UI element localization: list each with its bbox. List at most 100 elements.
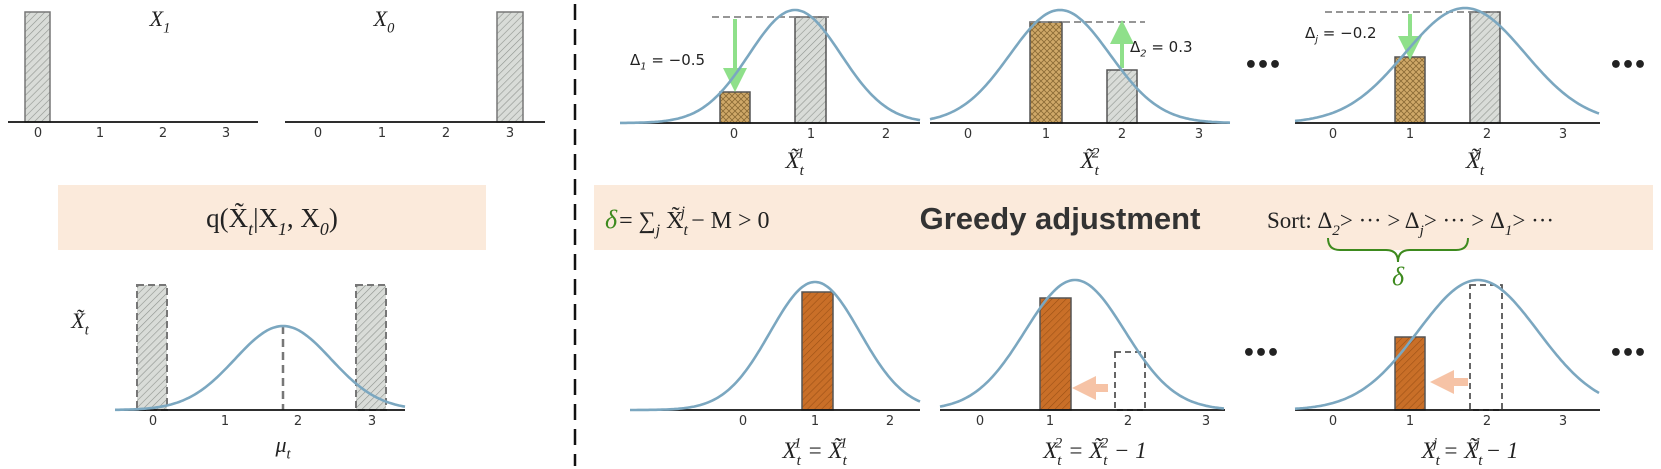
- tick-label: 1: [811, 414, 819, 429]
- condition: = ∑j X̃tj − M > 0: [619, 204, 769, 239]
- tick-label: 1: [221, 414, 229, 429]
- text-part: > ··· > Δ: [1340, 208, 1420, 233]
- q-expression: q(X̃t|X1, X0): [206, 203, 338, 239]
- tick-label: 1: [1042, 127, 1050, 142]
- superscript: j: [1431, 435, 1437, 452]
- density-curve: [620, 8, 921, 125]
- text-part: = X̃: [1437, 437, 1479, 463]
- greedy-box: [594, 185, 1653, 250]
- subscript: t: [843, 452, 848, 469]
- tick-label: 0: [976, 414, 984, 429]
- bar: [1469, 11, 1501, 124]
- subscript: 2: [1140, 49, 1146, 60]
- bar: [801, 291, 834, 411]
- bar: [1029, 21, 1063, 124]
- text-part: Sort: Δ: [1267, 208, 1332, 233]
- subscript: 1: [640, 62, 646, 73]
- panel-label: X̃t1: [785, 145, 805, 179]
- ellipsis: •••: [1242, 341, 1278, 366]
- panel-label: Xtj = X̃tj − 1: [1421, 435, 1519, 469]
- superscript: j: [1474, 435, 1480, 452]
- sort-text: Sort: Δ2> ··· > Δj> ··· > Δ1> ···: [1267, 208, 1554, 239]
- text-part: > ··· > Δ: [1424, 208, 1505, 233]
- tick-label: 1: [1046, 414, 1054, 429]
- tick-label: 0: [1329, 127, 1337, 142]
- superscript: j: [1475, 145, 1481, 162]
- removed-bar: [1469, 284, 1503, 411]
- subscript: t: [248, 219, 254, 239]
- delta-label: Δj = −0.2: [1305, 24, 1377, 46]
- removed-bar: [1114, 351, 1146, 411]
- text-part: q(: [206, 203, 229, 233]
- tick-label: 1: [378, 126, 386, 141]
- tick-label: 2: [886, 414, 894, 429]
- tick-label: 2: [159, 126, 167, 141]
- subscript: j: [1313, 35, 1318, 46]
- subscript: t: [1057, 452, 1062, 469]
- text-part: X̃: [70, 308, 86, 333]
- subscript: t: [1436, 452, 1441, 469]
- bar: [1039, 297, 1072, 411]
- subscript: 0: [320, 219, 329, 239]
- subscript: t: [797, 452, 802, 469]
- text-part: Δ: [1305, 24, 1316, 42]
- superscript: 1: [797, 145, 805, 162]
- tick-label: 3: [368, 414, 376, 429]
- tick-label: 2: [882, 127, 890, 142]
- bar: [1106, 69, 1138, 124]
- tick-label: 1: [807, 127, 815, 142]
- text-part: = −0.2: [1318, 24, 1377, 42]
- superscript: 1: [794, 435, 802, 452]
- tick-label: 2: [1483, 127, 1491, 142]
- tick-label: 0: [730, 127, 738, 142]
- text-part: X̃: [229, 203, 249, 233]
- subscript: t: [287, 447, 292, 463]
- subscript: 2: [1332, 222, 1340, 239]
- x-label: μt: [274, 432, 291, 463]
- text-part: |X: [253, 203, 278, 233]
- delta-label: Δ2 = 0.3: [1130, 38, 1193, 60]
- text-part: = 0.3: [1147, 38, 1193, 56]
- delta-label: Δ1 = −0.5: [630, 51, 705, 73]
- subscript: 1: [278, 219, 287, 239]
- text-part: , X: [287, 203, 321, 233]
- panel-label: Xt1 = X̃t1: [782, 435, 848, 469]
- subscript: t: [1478, 452, 1483, 469]
- bar: [24, 11, 51, 123]
- ellipsis: •••: [1244, 53, 1280, 78]
- text-part: X̃: [1080, 147, 1096, 173]
- panel-label: X̃t2: [1080, 145, 1100, 179]
- density-curve: [630, 280, 921, 412]
- text-part: − M > 0: [685, 208, 769, 234]
- subscript: j: [654, 222, 660, 239]
- text-part: > ···: [1512, 208, 1554, 233]
- text-part: X: [782, 438, 798, 463]
- superscript: 2: [1055, 435, 1063, 452]
- superscript: j: [679, 204, 685, 221]
- bar: [355, 284, 387, 411]
- text-part: X̃: [660, 206, 683, 234]
- density-curve: [1294, 6, 1600, 123]
- bar: [1394, 336, 1426, 411]
- panel-label: X1: [149, 6, 171, 37]
- density-curve: [929, 8, 1231, 124]
- tick-label: 2: [1483, 414, 1491, 429]
- subscript: t: [1480, 162, 1485, 179]
- bar: [496, 11, 524, 123]
- brace-label: δ: [1392, 262, 1405, 291]
- subscript: 0: [387, 21, 395, 37]
- text-part: X: [373, 6, 389, 31]
- ellipsis: •••: [1609, 341, 1645, 366]
- superscript: 1: [840, 435, 848, 452]
- tick-label: 3: [1559, 414, 1567, 429]
- panel-label: X0: [373, 6, 395, 37]
- tick-label: 3: [222, 126, 230, 141]
- text-part: Δ: [630, 51, 641, 69]
- text-part: − 1: [1108, 438, 1147, 463]
- brace: [1327, 237, 1469, 263]
- bar: [136, 284, 168, 411]
- text-part: μ: [274, 432, 286, 457]
- tick-label: 1: [1406, 127, 1414, 142]
- bar: [1394, 56, 1426, 124]
